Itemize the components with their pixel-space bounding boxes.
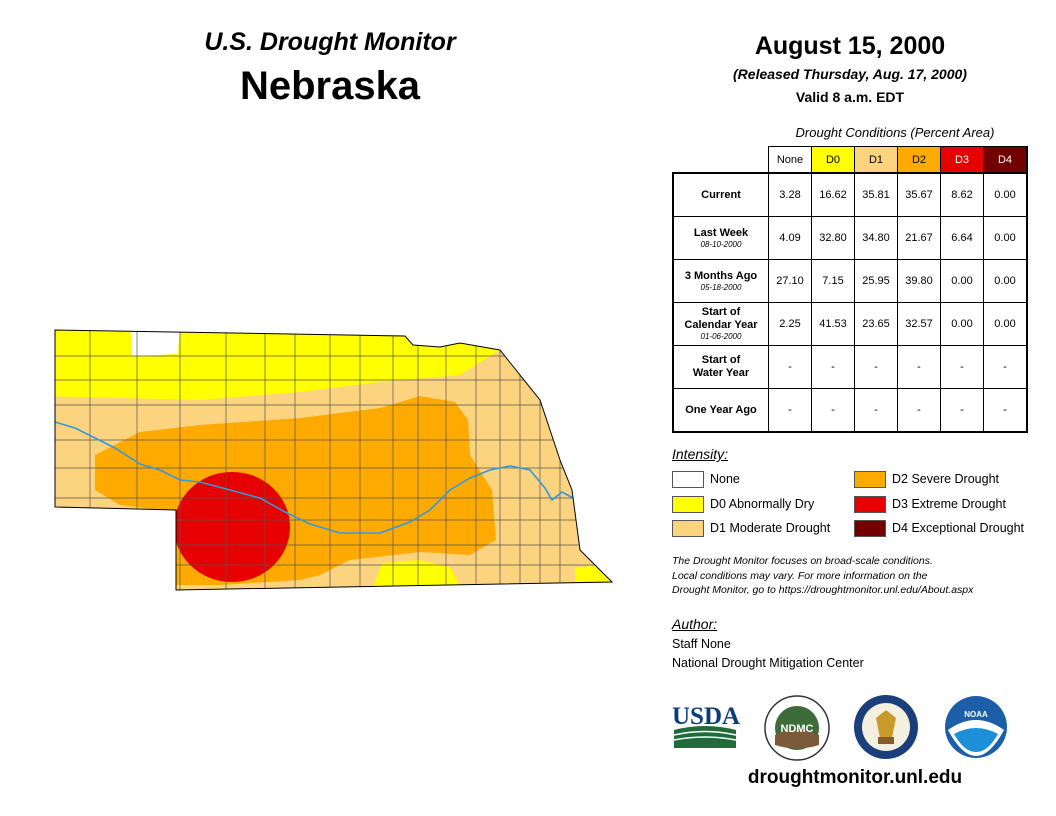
table-cell: 39.80 xyxy=(897,259,941,303)
table-cell: - xyxy=(983,388,1028,433)
partner-logos: USDA NDMC NOAA xyxy=(672,695,1007,761)
legend-item-d1: D1 Moderate Drought xyxy=(672,519,830,538)
table-caption: Drought Conditions (Percent Area) xyxy=(795,125,995,140)
table-cell: 7.15 xyxy=(811,259,855,303)
table-cell: 27.10 xyxy=(768,259,812,303)
legend-item-d3: D3 Extreme Drought xyxy=(854,495,1006,514)
table-cell: 34.80 xyxy=(854,216,898,260)
legend-item-d4: D4 Exceptional Drought xyxy=(854,519,1024,538)
table-cell: - xyxy=(940,345,984,389)
legend-swatch xyxy=(854,496,886,514)
table-cell: 32.57 xyxy=(897,302,941,346)
table-cell: 0.00 xyxy=(983,216,1028,260)
table-cell: 32.80 xyxy=(811,216,855,260)
row-label-water-year: Start of Water Year xyxy=(672,345,769,389)
state-outline xyxy=(54,329,614,591)
table-cell: 21.67 xyxy=(897,216,941,260)
table-row: 3 Months Ago 05-18-2000 27.10 7.15 25.95 … xyxy=(672,259,1028,303)
website-url[interactable]: droughtmonitor.unl.edu xyxy=(747,767,963,788)
svg-text:NDMC: NDMC xyxy=(781,723,814,735)
table-cell: - xyxy=(811,388,855,433)
row-label-current: Current xyxy=(672,172,769,217)
table-row: One Year Ago - - - - - - xyxy=(672,388,1028,433)
table-cell: - xyxy=(811,345,855,389)
table-cell: 25.95 xyxy=(854,259,898,303)
nebraska-drought-map xyxy=(54,329,614,591)
table-cell: - xyxy=(854,345,898,389)
svg-text:USDA: USDA xyxy=(672,703,740,730)
map-date: August 15, 2000 xyxy=(754,32,946,60)
col-d0: D0 xyxy=(811,146,855,174)
table-cell: 16.62 xyxy=(811,172,855,217)
table-cell: 2.25 xyxy=(768,302,812,346)
drought-zones xyxy=(55,330,612,590)
table-cell: 35.81 xyxy=(854,172,898,217)
row-label-last-week: Last Week 08-10-2000 xyxy=(672,216,769,260)
map-subtitle: U.S. Drought Monitor xyxy=(204,28,456,56)
table-cell: 41.53 xyxy=(811,302,855,346)
table-cell: - xyxy=(768,345,812,389)
d0-zone-south xyxy=(372,560,462,590)
svg-text:NOAA: NOAA xyxy=(964,710,988,719)
table-row: Start of Water Year - - - - - - xyxy=(672,345,1028,389)
table-row: Start of Calendar Year 01-06-2000 2.25 41.… xyxy=(672,302,1028,346)
table-header-row: None D0 D1 D2 D3 D4 xyxy=(673,146,1028,174)
d3-zone xyxy=(174,472,290,582)
d0-zone-southeast xyxy=(575,565,612,590)
row-label-calendar-year: Start of Calendar Year 01-06-2000 xyxy=(672,302,769,346)
table-cell: - xyxy=(940,388,984,433)
legend-item-d2: D2 Severe Drought xyxy=(854,470,999,489)
table-cell: - xyxy=(768,388,812,433)
legend-title: Intensity: xyxy=(672,446,729,462)
usda-logo: USDA xyxy=(672,703,740,748)
table-cell: - xyxy=(983,345,1028,389)
legend-item-d0: D0 Abnormally Dry xyxy=(672,495,814,514)
table-cell: 6.64 xyxy=(940,216,984,260)
table-cell: 8.62 xyxy=(940,172,984,217)
table-cell: 0.00 xyxy=(940,302,984,346)
author-org: National Drought Mitigation Center xyxy=(672,656,864,670)
col-d4: D4 xyxy=(983,146,1028,174)
col-d2: D2 xyxy=(897,146,941,174)
legend-swatch xyxy=(672,471,704,489)
legend-swatch xyxy=(672,496,704,514)
doc-logo xyxy=(854,695,918,759)
state-title: Nebraska xyxy=(239,64,421,108)
author-name: Staff None xyxy=(672,637,731,651)
legend-swatch xyxy=(672,520,704,538)
col-none: None xyxy=(768,146,812,174)
table-row: Current 3.28 16.62 35.81 35.67 8.62 0.00 xyxy=(672,172,1028,217)
table-cell: 35.67 xyxy=(897,172,941,217)
author-title: Author: xyxy=(672,616,718,632)
ndmc-logo: NDMC xyxy=(764,695,830,761)
drought-conditions-table: None D0 D1 D2 D3 D4 Current 3.28 16.62 3… xyxy=(672,146,1028,433)
table-cell: - xyxy=(897,345,941,389)
legend-item-none: None xyxy=(672,470,740,489)
valid-time: Valid 8 a.m. EDT xyxy=(795,89,905,105)
table-cell: - xyxy=(854,388,898,433)
table-cell: - xyxy=(897,388,941,433)
table-cell: 3.28 xyxy=(768,172,812,217)
row-label-one-year-ago: One Year Ago xyxy=(672,388,769,433)
disclaimer-note: The Drought Monitor focuses on broad-sca… xyxy=(672,555,974,596)
table-cell: 23.65 xyxy=(854,302,898,346)
col-d3: D3 xyxy=(940,146,984,174)
release-date: (Released Thursday, Aug. 17, 2000) xyxy=(733,66,967,82)
table-cell: 0.00 xyxy=(983,172,1028,217)
legend-swatch xyxy=(854,520,886,538)
row-label-3-months-ago: 3 Months Ago 05-18-2000 xyxy=(672,259,769,303)
table-cell: 4.09 xyxy=(768,216,812,260)
table-cell: 0.00 xyxy=(983,259,1028,303)
col-d1: D1 xyxy=(854,146,898,174)
legend-swatch xyxy=(854,471,886,489)
table-row: Last Week 08-10-2000 4.09 32.80 34.80 21.… xyxy=(672,216,1028,260)
noaa-logo: NOAA xyxy=(945,696,1007,758)
table-cell: 0.00 xyxy=(983,302,1028,346)
none-zone xyxy=(130,330,180,356)
table-cell: 0.00 xyxy=(940,259,984,303)
platte-river xyxy=(54,421,574,534)
